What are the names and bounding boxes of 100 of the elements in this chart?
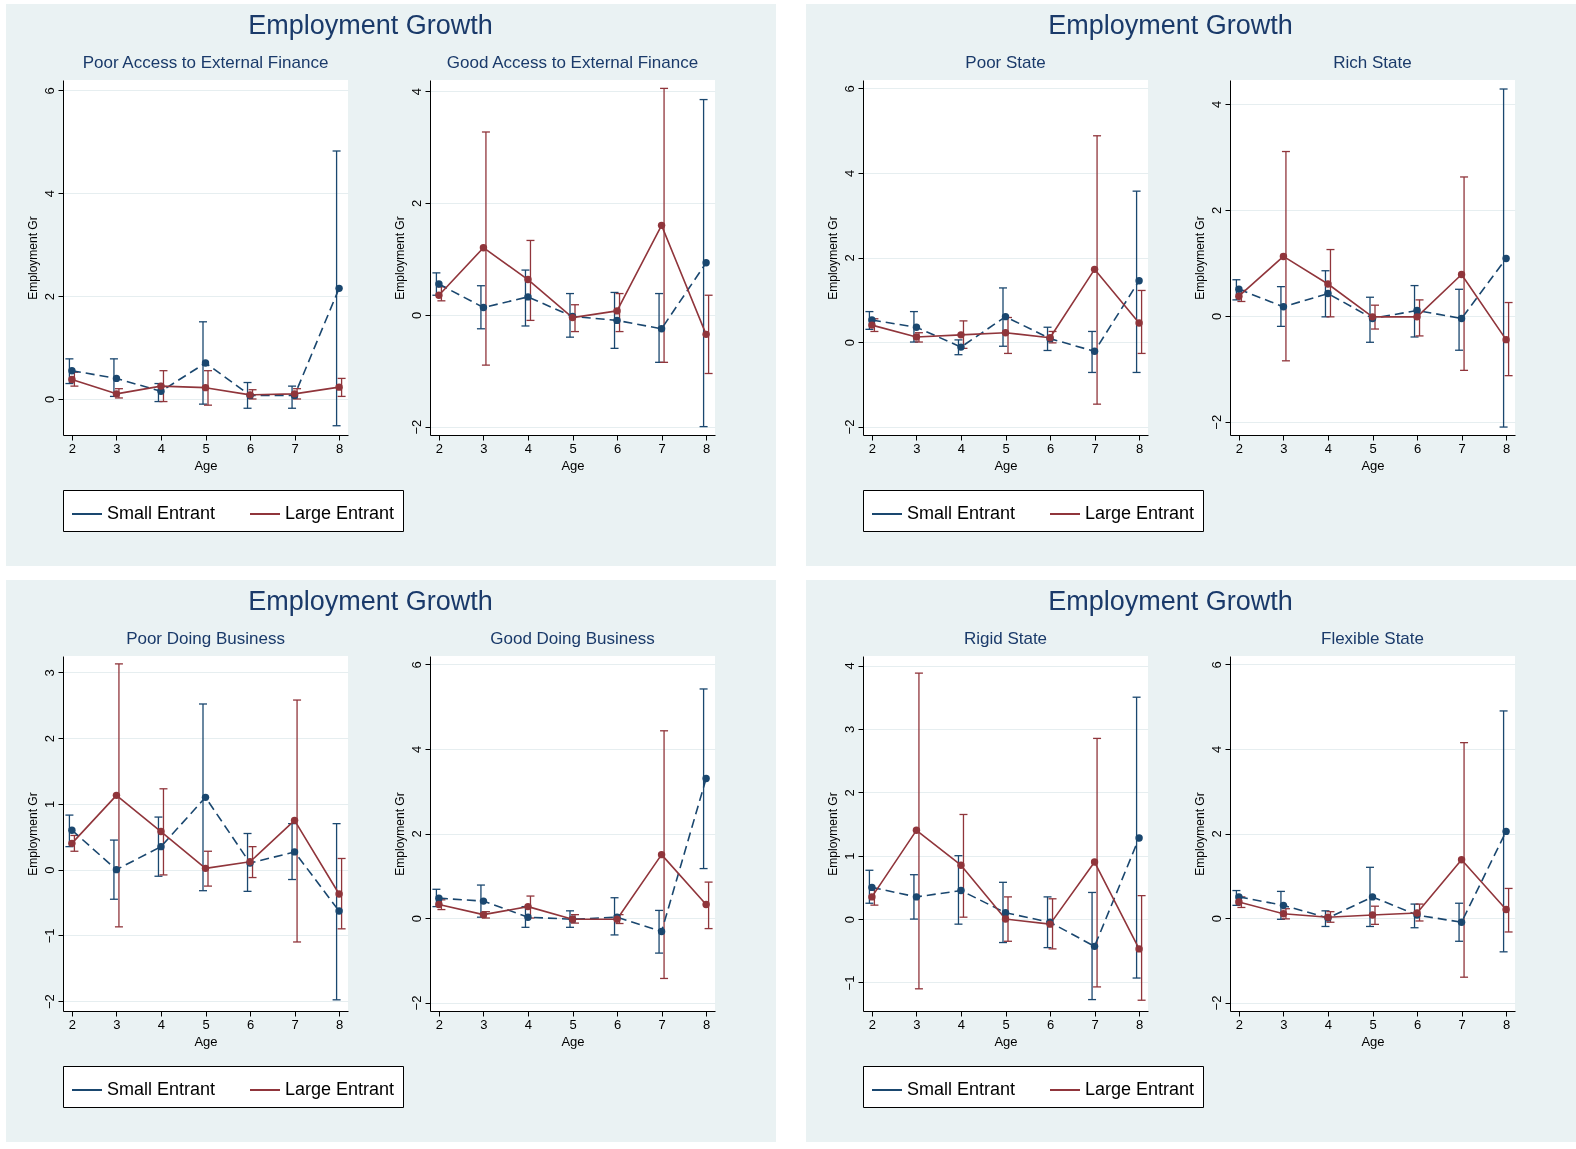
- y-tick-label: 2: [41, 735, 57, 743]
- y-axis-title: Employment Gr: [392, 792, 407, 876]
- x-tick-label: 5: [1369, 440, 1377, 456]
- x-tick-label: 6: [1413, 440, 1422, 456]
- y-tick-label: 1: [41, 800, 57, 809]
- y-tick-label: −2: [1208, 414, 1224, 430]
- x-tick-label: 8: [1502, 440, 1511, 456]
- y-tick-label: −2: [408, 995, 424, 1011]
- point: [1279, 252, 1288, 261]
- point: [868, 893, 876, 901]
- point: [1457, 270, 1466, 279]
- x-tick-label: 4: [957, 1016, 966, 1032]
- point: [613, 316, 621, 325]
- point: [335, 383, 343, 391]
- point: [1502, 335, 1510, 344]
- x-axis-title: Age: [194, 1033, 218, 1049]
- x-tick-label: 7: [1091, 440, 1099, 456]
- y-tick-label: 2: [41, 292, 57, 301]
- y-tick-label: 0: [41, 395, 57, 404]
- point: [1457, 856, 1466, 864]
- point: [435, 900, 443, 909]
- x-tick-label: 3: [480, 440, 488, 456]
- y-tick-label: 2: [841, 789, 857, 797]
- x-axis-title: Age: [994, 457, 1018, 473]
- y-tick-label: 4: [841, 662, 857, 670]
- point: [157, 827, 165, 836]
- point: [702, 330, 710, 339]
- legend-label: Large Entrant: [1085, 1079, 1195, 1099]
- y-tick-label: 0: [841, 338, 857, 347]
- legend-label: Large Entrant: [285, 503, 395, 523]
- y-tick-label: 3: [41, 669, 57, 677]
- point: [479, 244, 488, 252]
- x-tick-label: 7: [658, 440, 666, 456]
- legend-label: Small Entrant: [107, 1079, 216, 1099]
- x-tick-label: 7: [658, 1016, 666, 1032]
- x-tick-label: 8: [335, 440, 344, 456]
- y-tick-label: 4: [1208, 100, 1224, 108]
- point: [1090, 942, 1099, 951]
- y-axis-title: Employment Gr: [1192, 792, 1207, 876]
- point: [657, 325, 666, 333]
- x-tick-label: 2: [435, 440, 444, 456]
- x-tick-label: 7: [291, 440, 299, 456]
- chart-title: Employment Growth: [248, 10, 493, 40]
- y-axis-title: Employment Gr: [25, 216, 40, 300]
- legend-label: Large Entrant: [285, 1079, 395, 1099]
- x-tick-label: 6: [613, 1016, 622, 1032]
- point: [335, 907, 343, 915]
- x-tick-label: 3: [113, 440, 121, 456]
- point: [201, 383, 210, 392]
- y-axis-title: Employment Gr: [25, 792, 40, 876]
- point: [335, 284, 343, 293]
- y-tick-label: 6: [41, 87, 57, 95]
- point: [201, 793, 210, 802]
- legend-label: Large Entrant: [1085, 503, 1195, 523]
- y-axis-title: Employment Gr: [1192, 216, 1207, 300]
- point: [201, 359, 210, 367]
- x-tick-label: 5: [1002, 440, 1010, 456]
- x-tick-label: 3: [913, 1016, 921, 1032]
- x-tick-label: 8: [1135, 440, 1144, 456]
- y-tick-label: 6: [841, 85, 857, 93]
- y-tick-label: −2: [1208, 995, 1224, 1011]
- y-tick-label: −1: [841, 975, 857, 991]
- x-axis-title: Age: [561, 1033, 585, 1049]
- point: [957, 861, 965, 869]
- x-tick-label: 7: [1458, 440, 1466, 456]
- y-tick-label: 6: [1208, 661, 1224, 669]
- x-tick-label: 8: [335, 1016, 344, 1032]
- point: [435, 280, 443, 288]
- point: [290, 848, 299, 856]
- point: [1457, 918, 1466, 926]
- point: [1090, 347, 1099, 356]
- x-tick-label: 3: [913, 440, 921, 456]
- point: [157, 842, 165, 851]
- point: [912, 333, 921, 341]
- y-tick-label: 4: [408, 745, 424, 754]
- point: [112, 865, 121, 874]
- x-axis-title: Age: [994, 1033, 1018, 1049]
- point: [479, 910, 488, 919]
- point: [613, 307, 621, 315]
- point: [1413, 313, 1421, 321]
- point: [1324, 289, 1332, 298]
- point: [657, 927, 666, 936]
- y-tick-label: 6: [408, 661, 424, 669]
- y-tick-label: 0: [408, 311, 424, 319]
- point: [1279, 303, 1288, 311]
- point: [1135, 319, 1143, 327]
- y-tick-label: 2: [1208, 206, 1224, 214]
- point: [1324, 280, 1332, 288]
- x-tick-label: 6: [246, 440, 255, 456]
- point: [479, 303, 488, 312]
- y-tick-label: 0: [841, 915, 857, 924]
- y-tick-label: 3: [841, 725, 857, 734]
- point: [868, 321, 876, 329]
- point: [1135, 945, 1143, 953]
- y-tick-label: −2: [841, 419, 857, 435]
- x-axis-title: Age: [1361, 1033, 1385, 1049]
- x-tick-label: 4: [157, 1016, 166, 1032]
- y-tick-label: −2: [408, 419, 424, 435]
- point: [957, 886, 965, 895]
- y-tick-label: 4: [408, 88, 424, 96]
